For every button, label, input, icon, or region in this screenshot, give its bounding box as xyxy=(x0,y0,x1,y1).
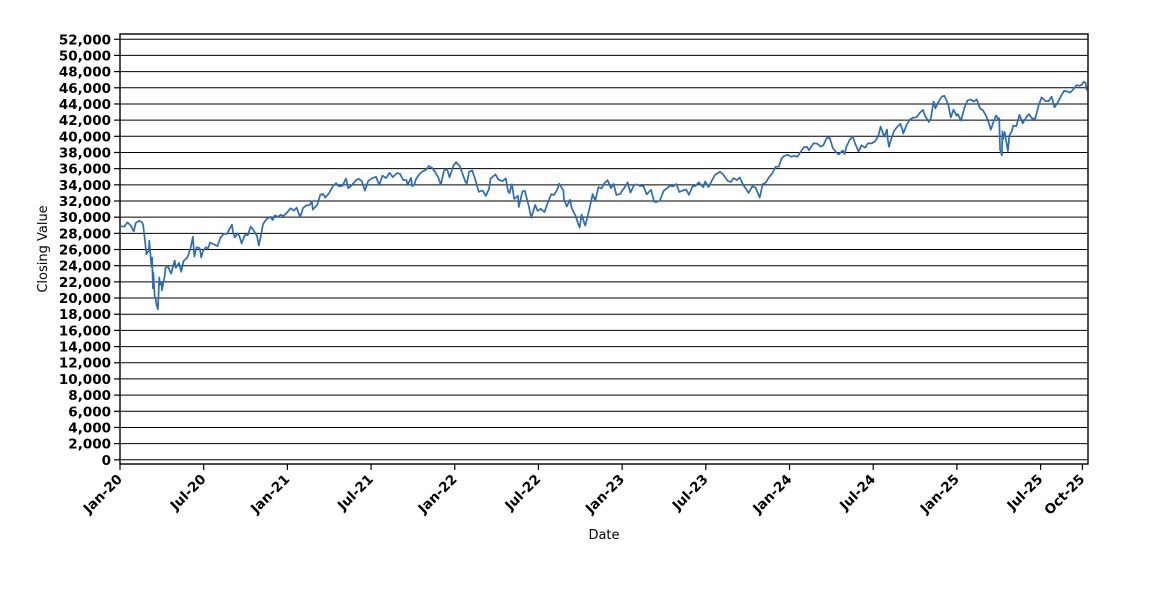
y-tick-label: 8,000 xyxy=(68,388,111,404)
data-series-layer xyxy=(119,80,1088,311)
y-tick-label: 20,000 xyxy=(59,291,111,307)
y-tick-label: 30,000 xyxy=(59,210,111,226)
y-tick-label: 12,000 xyxy=(59,356,111,372)
ticks-layer xyxy=(114,38,1084,470)
y-tick-label: 34,000 xyxy=(59,178,111,194)
x-tick-label: Jul-24 xyxy=(836,472,879,515)
plot-frame xyxy=(119,33,1089,465)
y-tick-label: 26,000 xyxy=(59,243,111,259)
closing-value-line xyxy=(119,80,1088,311)
x-tick-label: Jan-23 xyxy=(582,472,628,518)
y-tick-label: 6,000 xyxy=(68,404,111,420)
x-tick-label: Jan-20 xyxy=(80,472,126,518)
y-tick-label: 2,000 xyxy=(68,437,111,453)
y-tick-label: 24,000 xyxy=(59,259,111,275)
y-tick-label: 38,000 xyxy=(59,145,111,161)
y-tick-label: 36,000 xyxy=(59,162,111,178)
y-tick-label: 52,000 xyxy=(59,32,111,48)
y-tick-label: 50,000 xyxy=(59,48,111,64)
y-tick-label: 10,000 xyxy=(59,372,111,388)
y-tick-label: 18,000 xyxy=(59,307,111,323)
gridlines-layer xyxy=(120,38,1088,461)
x-tick-label: Jul-22 xyxy=(501,472,544,515)
y-tick-label: 32,000 xyxy=(59,194,111,210)
y-tick-label: 46,000 xyxy=(59,81,111,97)
x-tick-label: Jan-22 xyxy=(415,472,461,518)
y-tick-label: 48,000 xyxy=(59,65,111,81)
x-tick-label: Jul-25 xyxy=(1004,472,1047,515)
y-tick-label: 4,000 xyxy=(68,420,111,436)
y-tick-label: 16,000 xyxy=(59,323,111,339)
x-tick-label: Jul-21 xyxy=(334,472,377,515)
x-tick-label: Jan-24 xyxy=(749,472,795,518)
x-tick-label: Jan-21 xyxy=(247,472,293,518)
x-tick-label: Jul-20 xyxy=(167,472,210,515)
y-tick-label: 40,000 xyxy=(59,129,111,145)
y-tick-label: 0 xyxy=(102,453,111,469)
y-tick-label: 42,000 xyxy=(59,113,111,129)
x-tick-label: Jan-25 xyxy=(917,472,963,518)
x-tick-label: Oct-25 xyxy=(1041,472,1088,519)
y-tick-label: 22,000 xyxy=(59,275,111,291)
y-tick-label: 14,000 xyxy=(59,340,111,356)
y-axis-title: Closing Value xyxy=(36,205,51,292)
y-tick-label: 28,000 xyxy=(59,226,111,242)
x-tick-label: Jul-23 xyxy=(669,472,712,515)
x-axis-title: Date xyxy=(588,528,619,543)
y-tick-label: 44,000 xyxy=(59,97,111,113)
